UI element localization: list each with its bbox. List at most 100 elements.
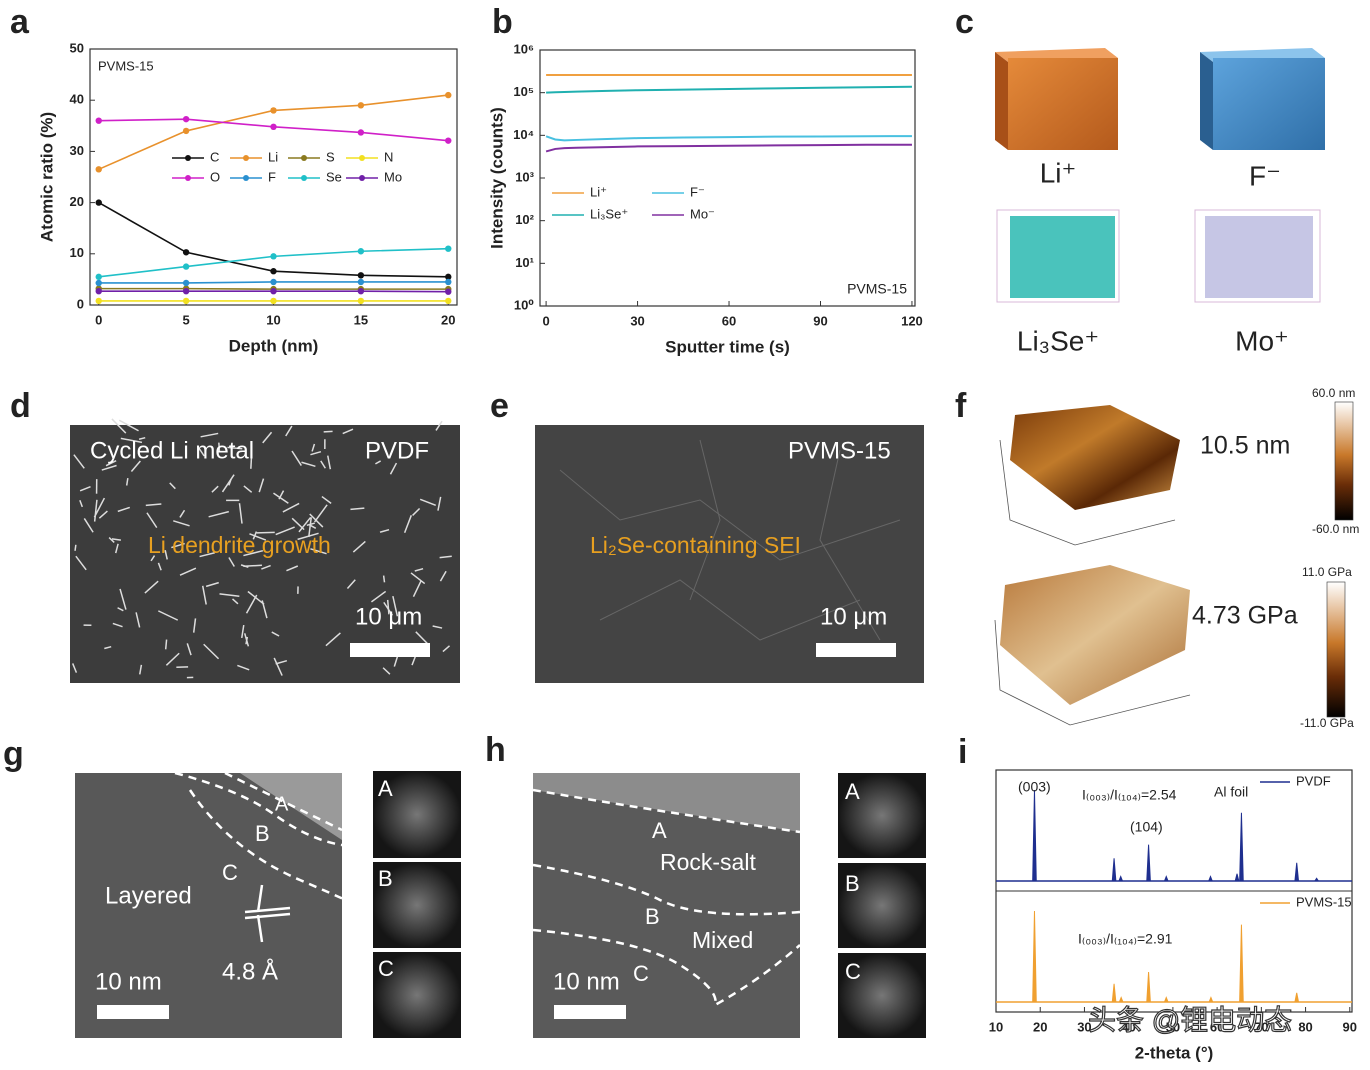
dendrite xyxy=(139,664,143,675)
spacing-arrows xyxy=(244,884,291,943)
dendrite xyxy=(237,664,250,671)
fft-inset xyxy=(373,771,461,858)
dendrite xyxy=(311,443,316,452)
scale-bar xyxy=(97,1005,169,1019)
afm-height xyxy=(1010,405,1180,510)
dendrite xyxy=(211,485,219,493)
scale-label: 10 nm xyxy=(95,968,162,995)
dendrite xyxy=(375,460,382,465)
y-axis-label: Atomic ratio (%) xyxy=(37,112,56,242)
dendrite xyxy=(439,570,447,582)
x-tick-label: 5 xyxy=(183,312,190,327)
peak xyxy=(1163,875,1169,882)
dendrite xyxy=(186,643,192,656)
roughness-value: 10.5 nm xyxy=(1200,432,1290,460)
peak xyxy=(1146,844,1151,882)
phase-label: Mixed xyxy=(692,927,753,953)
inset-label: A xyxy=(378,776,393,801)
data-point xyxy=(270,268,277,275)
dendrite xyxy=(286,565,299,572)
scale-label: 10 nm xyxy=(553,968,620,995)
ion-label: Mo⁺ xyxy=(1235,325,1289,356)
legend-label: N xyxy=(384,149,393,164)
dendrite xyxy=(439,555,452,559)
x-axis-label: Sputter time (s) xyxy=(665,337,790,356)
data-point xyxy=(95,279,102,287)
dendrite xyxy=(98,510,108,519)
y-tick-label: 10⁰ xyxy=(514,297,534,312)
data-point xyxy=(445,245,452,252)
phase-label: Rock-salt xyxy=(660,849,756,875)
dendrite xyxy=(386,599,390,615)
dendrite xyxy=(101,464,117,471)
dendrite xyxy=(158,610,179,621)
peak xyxy=(1118,875,1123,882)
data-point xyxy=(445,297,452,305)
dendrite xyxy=(310,450,322,456)
dendrite xyxy=(165,652,180,666)
dendrite xyxy=(410,572,426,585)
phase-label: Layered xyxy=(105,882,192,909)
dendrite xyxy=(313,504,328,523)
fft-inset xyxy=(838,773,926,858)
panel-label: a xyxy=(10,3,30,41)
x-tick-label: 70 xyxy=(1254,1019,1268,1034)
data-point xyxy=(182,127,190,135)
dendrite xyxy=(321,495,332,504)
x-tick-label: 90 xyxy=(813,313,827,328)
y-tick-label: 10¹ xyxy=(515,255,534,270)
peak xyxy=(1239,812,1244,882)
dendrite xyxy=(249,533,267,541)
dendrite xyxy=(74,544,77,551)
y-tick-label: 20 xyxy=(70,194,84,209)
inset-label: B xyxy=(378,866,393,891)
region-boundary xyxy=(174,771,352,904)
x-tick-label: 80 xyxy=(1298,1019,1312,1034)
legend-label: F xyxy=(268,169,276,184)
peak xyxy=(1234,873,1240,882)
dendrite xyxy=(241,624,245,639)
series-line xyxy=(98,201,449,278)
dendrite xyxy=(262,431,273,444)
colorbar-label: -11.0 GPa xyxy=(1300,716,1354,730)
dendrite xyxy=(119,588,127,610)
data-point xyxy=(95,273,102,281)
ion-label: Li⁺ xyxy=(1040,157,1077,188)
y-tick-label: 10³ xyxy=(515,169,534,184)
x-tick-label: 50 xyxy=(1166,1019,1180,1034)
dendrite xyxy=(130,460,141,473)
dendrite xyxy=(203,643,220,660)
dendrite xyxy=(298,516,312,533)
dendrite xyxy=(243,564,262,568)
data-point xyxy=(270,297,277,305)
dendrite xyxy=(73,454,85,469)
data-point xyxy=(357,278,365,286)
dendrite xyxy=(258,478,265,493)
x-tick-label: 20 xyxy=(1033,1019,1047,1034)
data-point xyxy=(445,137,452,144)
colorbar xyxy=(1334,401,1354,521)
dendrite xyxy=(228,557,235,567)
dendrite xyxy=(135,612,141,628)
panel-label: g xyxy=(3,735,24,773)
dendrite xyxy=(412,580,422,597)
dendrite xyxy=(342,428,354,435)
peak xyxy=(1294,992,1300,1003)
x-tick-label: 10 xyxy=(266,312,280,327)
dendrite xyxy=(219,593,240,598)
dendrite xyxy=(297,532,319,541)
legend-marker xyxy=(301,155,307,161)
annotation: (003) xyxy=(1018,779,1051,795)
x-tick-label: 10 xyxy=(989,1019,1003,1034)
dendrite xyxy=(71,663,78,673)
dendrite xyxy=(432,625,443,629)
dendrite xyxy=(105,459,117,467)
dendrite xyxy=(117,506,131,513)
dendrite xyxy=(273,657,283,676)
x-tick-label: 15 xyxy=(354,312,368,327)
dendrite xyxy=(275,526,295,536)
colorbar-label: -60.0 nm xyxy=(1312,522,1359,536)
legend-marker xyxy=(359,155,365,161)
dendrites xyxy=(71,418,452,679)
